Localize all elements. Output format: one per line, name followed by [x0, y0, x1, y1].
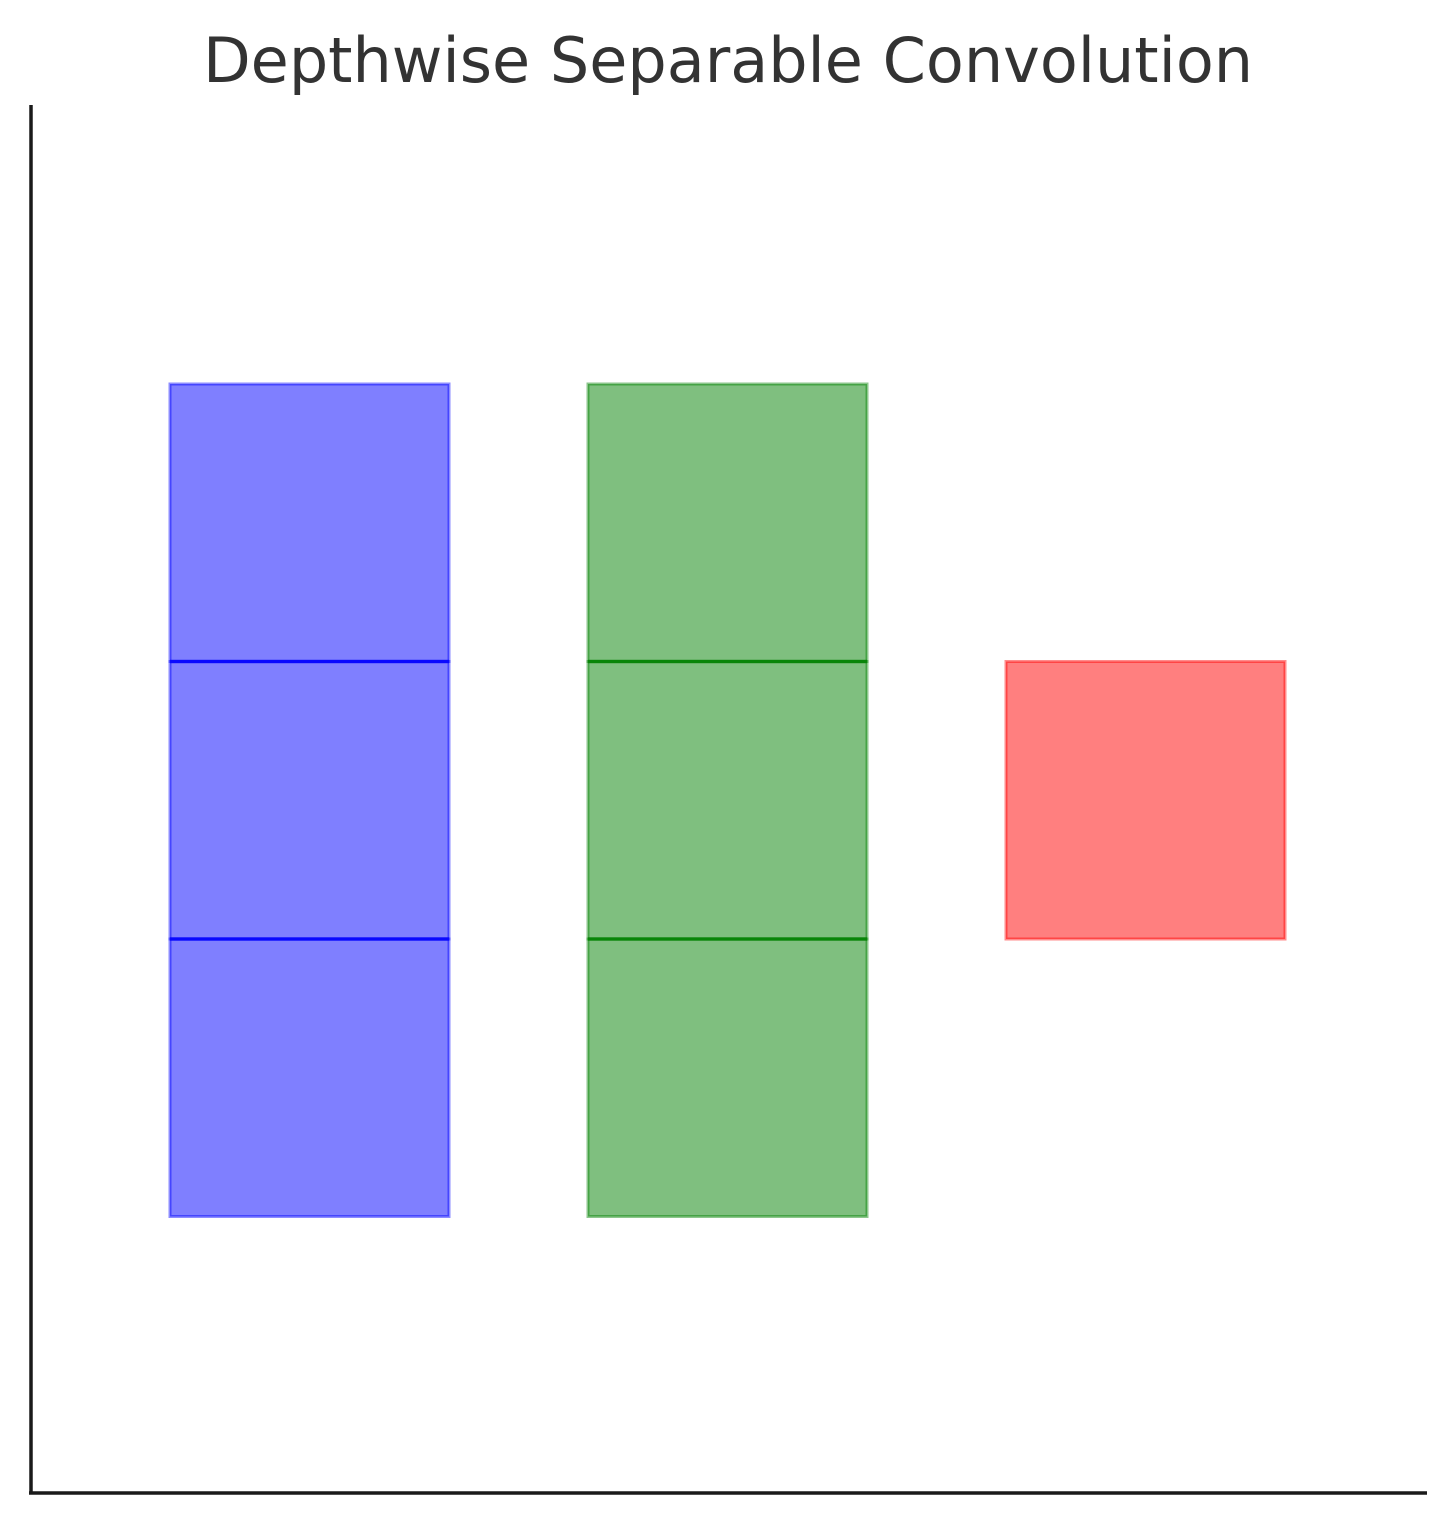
diagram-title: Depthwise Separable Convolution: [203, 24, 1253, 97]
blue-stack-cell-3: [168, 937, 451, 1218]
green-stack-cell-2: [586, 660, 869, 941]
red-stack-cell-1: [1004, 660, 1287, 941]
green-stack-cell-1: [586, 382, 869, 663]
blue-stack-cell-1: [168, 382, 451, 663]
stacks-group: [168, 382, 1287, 1218]
green-stack-cell-3: [586, 937, 869, 1218]
blue-stack-cell-2: [168, 660, 451, 941]
